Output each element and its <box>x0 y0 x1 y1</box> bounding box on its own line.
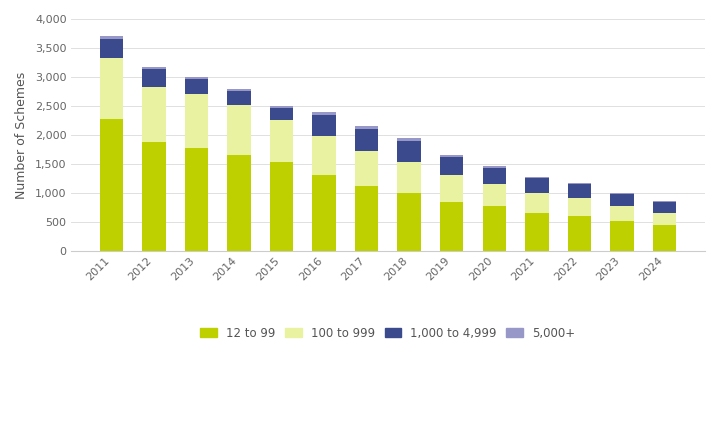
Bar <box>653 202 676 213</box>
Bar <box>312 112 336 115</box>
Bar <box>567 198 591 216</box>
Bar <box>270 120 293 162</box>
Bar <box>184 79 208 94</box>
Bar <box>312 115 336 136</box>
Bar <box>611 194 634 206</box>
Bar <box>653 201 676 202</box>
Bar <box>482 206 506 251</box>
Bar <box>184 77 208 79</box>
Bar <box>142 67 166 70</box>
Bar <box>482 166 506 168</box>
Bar <box>142 87 166 142</box>
Bar <box>567 216 591 251</box>
Bar <box>312 136 336 175</box>
Bar <box>653 213 676 225</box>
Bar <box>312 175 336 251</box>
Bar <box>397 162 421 193</box>
Bar <box>440 157 464 175</box>
Bar <box>270 162 293 251</box>
Bar <box>228 155 251 251</box>
Bar <box>397 193 421 251</box>
Bar <box>355 129 378 151</box>
Bar <box>99 58 123 119</box>
Bar <box>611 193 634 194</box>
Bar <box>355 126 378 129</box>
Bar <box>440 202 464 251</box>
Bar <box>482 168 506 184</box>
Bar <box>99 119 123 251</box>
Bar <box>440 175 464 202</box>
Bar <box>525 177 549 178</box>
Bar <box>355 186 378 251</box>
Bar <box>228 92 251 105</box>
Bar <box>482 184 506 206</box>
Bar <box>184 94 208 148</box>
Bar <box>184 148 208 251</box>
Bar <box>653 225 676 251</box>
Bar <box>270 108 293 120</box>
Bar <box>99 39 123 58</box>
Bar <box>611 206 634 221</box>
Bar <box>99 37 123 39</box>
Bar <box>525 178 549 193</box>
Bar <box>355 151 378 186</box>
Bar <box>228 105 251 155</box>
Bar <box>440 155 464 157</box>
Bar <box>397 141 421 162</box>
Bar <box>567 182 591 184</box>
Bar <box>525 213 549 251</box>
Bar <box>142 142 166 251</box>
Bar <box>525 193 549 213</box>
Legend: 12 to 99, 100 to 999, 1,000 to 4,999, 5,000+: 12 to 99, 100 to 999, 1,000 to 4,999, 5,… <box>195 322 580 344</box>
Bar <box>270 106 293 108</box>
Bar <box>142 70 166 87</box>
Y-axis label: Number of Schemes: Number of Schemes <box>15 71 28 199</box>
Bar <box>228 89 251 92</box>
Bar <box>567 184 591 198</box>
Bar <box>611 221 634 251</box>
Bar <box>397 138 421 141</box>
